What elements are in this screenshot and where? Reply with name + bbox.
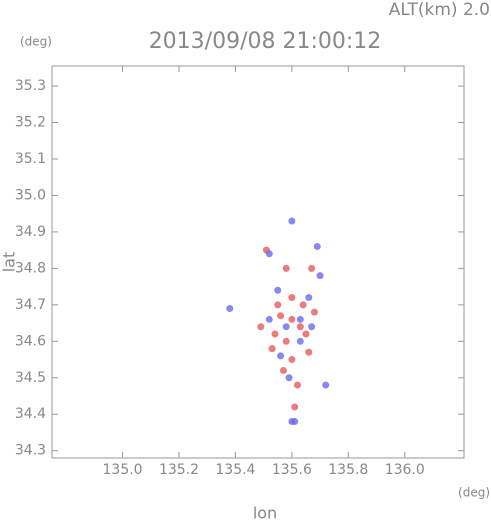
y-tick-label: 34.7 (15, 297, 46, 313)
radar-echo (299, 301, 307, 309)
radar-echo (288, 217, 296, 225)
radar-echo (296, 337, 304, 345)
x-tick-label: 135.8 (328, 462, 368, 478)
radar-echo (316, 272, 324, 280)
y-tick-label: 35.0 (15, 187, 46, 203)
radar-echo (288, 418, 296, 426)
radar-echo (277, 312, 285, 320)
x-tick-label: 135.0 (103, 462, 143, 478)
radar-echo (291, 403, 299, 411)
x-tick-label: 135.6 (272, 462, 312, 478)
radar-echo (268, 345, 276, 353)
radar-echo (271, 330, 279, 338)
radar-echo (302, 330, 310, 338)
radar-echo (257, 323, 265, 331)
y-tick-label: 34.9 (15, 224, 46, 240)
radar-echo (265, 315, 273, 323)
plot-frame (51, 65, 465, 459)
y-tick-label: 34.6 (15, 333, 46, 349)
radar-echo (288, 315, 296, 323)
radar-echo (282, 323, 290, 331)
chart-title: 2013/09/08 21:00:12 (149, 29, 382, 54)
radar-echo (288, 356, 296, 364)
y-tick-label: 34.3 (15, 443, 46, 459)
radar-echo (322, 381, 330, 389)
y-tick-label: 35.3 (15, 78, 46, 94)
radar-echo (305, 348, 313, 356)
altitude: ALT(km) 2.0 (389, 0, 490, 20)
x-tick-label: 135.4 (215, 462, 255, 478)
radar-echo (285, 374, 293, 382)
y-axis-label: lat (0, 252, 19, 273)
x-tick-label: 136.0 (385, 462, 425, 478)
radar-echo (282, 337, 290, 345)
radar-echo (282, 264, 290, 272)
y-tick-label: 35.2 (15, 115, 46, 131)
radar-echo (274, 301, 282, 309)
y-tick-label: 34.4 (15, 406, 46, 422)
y-tick-label: 35.1 (15, 151, 46, 167)
y-tick-label: 34.5 (15, 370, 46, 386)
x-axis-label: lon (253, 504, 277, 521)
radar-echo (265, 250, 273, 258)
radar-echo (279, 366, 287, 374)
y-unit: (deg) (20, 35, 52, 49)
radar-echo (296, 315, 304, 323)
radar-echo (288, 294, 296, 302)
radar-echo (274, 286, 282, 294)
radar-echo (305, 294, 313, 302)
radar-echo (226, 304, 234, 312)
y-tick-label: 34.8 (15, 260, 46, 276)
radar-echo (308, 264, 316, 272)
radar-echo (277, 352, 285, 360)
x-tick-label: 135.2 (159, 462, 199, 478)
radar-echo (296, 323, 304, 331)
radar-echo (294, 381, 302, 389)
x-unit: (deg) (458, 486, 490, 500)
radar-echo (313, 243, 321, 251)
radar-echo (310, 308, 318, 316)
radar-echo (308, 323, 316, 331)
